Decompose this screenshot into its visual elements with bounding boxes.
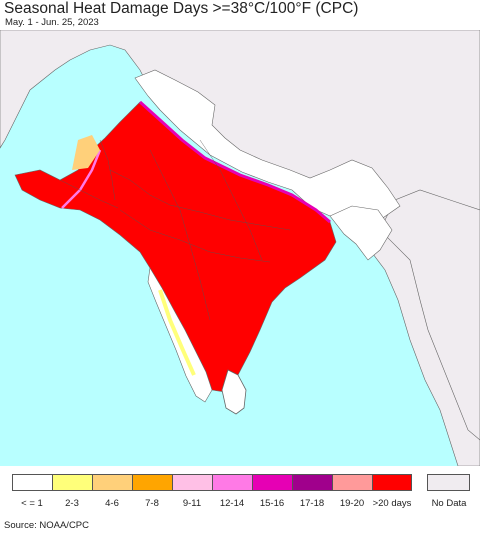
internal-borders [59,139,291,321]
legend-no-data-label: No Data [431,498,467,509]
legend-label: 17-18 [299,498,325,509]
sri-lanka [221,369,247,415]
northeast-low-days [329,205,393,261]
legend-swatch-3 [132,474,172,491]
legend-labels: < = 1 2-3 4-6 7-8 9-11 12-14 15-16 17-18… [12,498,412,509]
legend-label: < = 1 [21,498,43,509]
legend-no-data-swatch [427,474,470,491]
legend-label: 15-16 [259,498,285,509]
legend-swatch-7 [292,474,332,491]
legend-label: 2-3 [65,498,79,509]
land-southeast-asia [379,189,480,441]
legend-swatch-9 [372,474,412,491]
legend-label: 7-8 [145,498,159,509]
west-heat-region [14,101,337,393]
source-credit: Source: NOAA/CPC [4,520,89,531]
fringe-2-8 [72,135,100,170]
legend-label: 19-20 [339,498,365,509]
legend: < = 1 2-3 4-6 7-8 9-11 12-14 15-16 17-18… [12,474,470,514]
legend-label: 4-6 [105,498,119,509]
legend-swatch-8 [332,474,372,491]
himalaya-low-days [134,69,401,227]
legend-swatch-5 [212,474,252,491]
legend-swatch-1 [52,474,92,491]
legend-label: >20 days [372,498,412,509]
legend-swatch-6 [252,474,292,491]
date-range: May. 1 - Jun. 25, 2023 [5,17,99,28]
heat-damage-map [0,30,480,466]
legend-label: 9-11 [182,498,202,509]
map-title: Seasonal Heat Damage Days >=38°C/100°F (… [4,0,359,17]
legend-swatch-2 [92,474,132,491]
legend-swatch-4 [172,474,212,491]
fringe-15-16 [138,100,331,224]
fringe-12-14 [61,149,102,209]
legend-label: 12-14 [219,498,245,509]
legend-swatches [12,474,412,491]
legend-swatch-0 [12,474,52,491]
south-coast-2-3 [158,289,196,376]
